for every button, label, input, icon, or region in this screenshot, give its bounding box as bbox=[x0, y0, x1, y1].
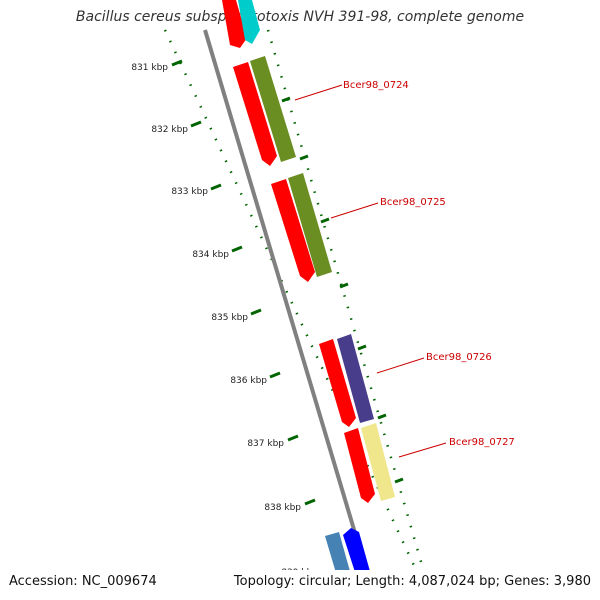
gene-label-0724[interactable]: Bcer98_0724 bbox=[343, 80, 409, 91]
scale-label-834: 834 kbp bbox=[192, 250, 229, 260]
label-leader-0727 bbox=[398, 442, 447, 458]
gene-feature-0725 bbox=[288, 173, 332, 277]
cds-feature bbox=[222, 0, 247, 48]
genome-summary-text: Topology: circular; Length: 4,087,024 bp… bbox=[233, 574, 591, 589]
scale-label-836: 836 kbp bbox=[230, 376, 267, 386]
scale-tick-836 bbox=[269, 371, 281, 379]
scale-label-837: 837 kbp bbox=[247, 439, 284, 449]
outer-tick bbox=[320, 217, 330, 224]
outer-tick bbox=[339, 282, 349, 289]
gene-feature-blue bbox=[343, 528, 370, 570]
outer-tick bbox=[394, 477, 404, 484]
map-title: Bacillus cereus subsp. cytotoxis NVH 391… bbox=[75, 9, 525, 25]
scale-tick-838 bbox=[304, 498, 316, 506]
label-leader-0726 bbox=[376, 357, 425, 374]
scale-label-835: 835 kbp bbox=[211, 313, 248, 323]
gene-label-0725[interactable]: Bcer98_0725 bbox=[380, 197, 446, 208]
outer-tick bbox=[357, 344, 367, 351]
outer-ticks bbox=[281, 96, 404, 484]
scale-label-838: 838 kbp bbox=[264, 503, 301, 513]
gene-feature-0726 bbox=[337, 334, 374, 423]
scale-label-832: 832 kbp bbox=[151, 125, 188, 135]
cds-feature-0725 bbox=[271, 179, 315, 282]
scale-tick-834 bbox=[231, 245, 243, 253]
gene-feature-cyan bbox=[238, 0, 260, 44]
gene-feature-0727 bbox=[361, 423, 395, 501]
outer-tick bbox=[377, 413, 387, 420]
accession-text: Accession: NC_009674 bbox=[9, 574, 157, 589]
scale-label-839: 839 kbp bbox=[281, 568, 318, 578]
cds-feature-0724 bbox=[233, 62, 277, 166]
scale-tick-832 bbox=[190, 120, 202, 128]
genome-backbone bbox=[203, 29, 369, 570]
scale-ring bbox=[163, 29, 418, 570]
label-leader-0725 bbox=[330, 202, 379, 219]
cds-feature-0727 bbox=[344, 428, 375, 503]
gene-label-0726[interactable]: Bcer98_0726 bbox=[426, 352, 492, 363]
gene-feature-0724 bbox=[250, 56, 296, 162]
scale-tick-833 bbox=[210, 183, 222, 191]
gene-feature-steelblue bbox=[325, 532, 350, 570]
scale-ticks bbox=[171, 59, 316, 506]
scale-label-831: 831 kbp bbox=[131, 63, 168, 73]
label-leader-0724 bbox=[294, 84, 343, 101]
scale-label-833: 833 kbp bbox=[171, 187, 208, 197]
gene-label-0727[interactable]: Bcer98_0727 bbox=[449, 437, 515, 448]
scale-tick-831 bbox=[171, 59, 183, 67]
cds-feature-0726 bbox=[319, 339, 356, 427]
scale-tick-835 bbox=[250, 308, 262, 316]
scale-tick-837 bbox=[287, 434, 299, 442]
outer-tick bbox=[299, 154, 309, 161]
outer-tick bbox=[281, 96, 291, 103]
